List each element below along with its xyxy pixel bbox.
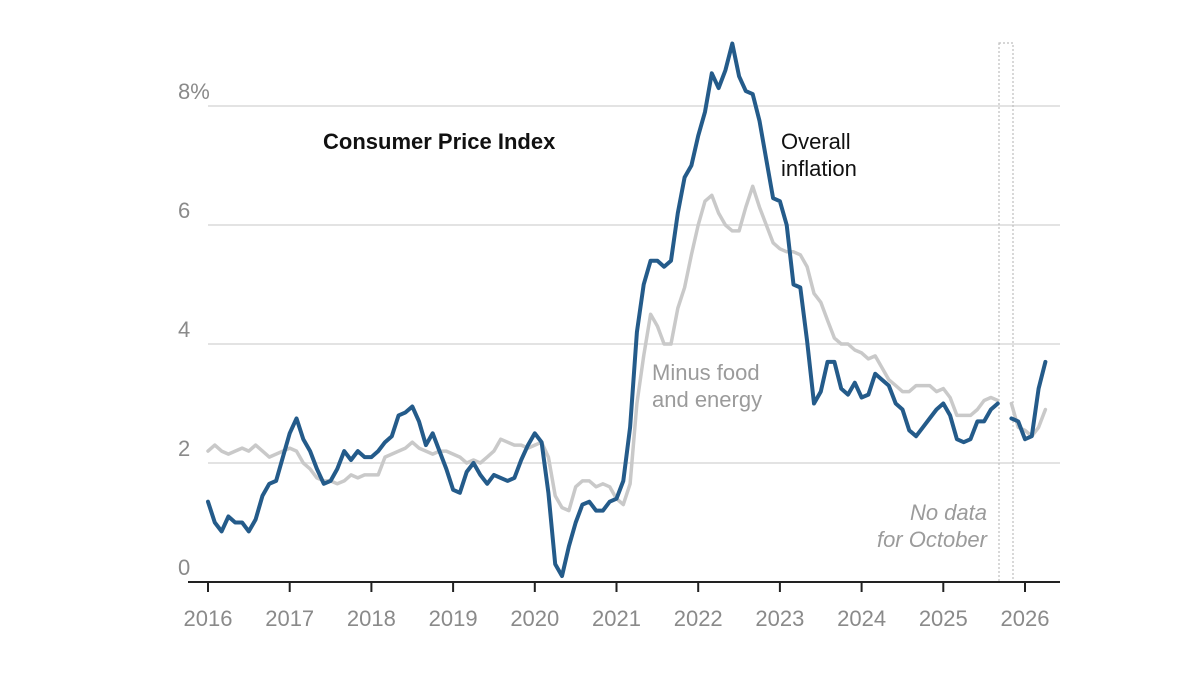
- y-tick-label: 8%: [178, 79, 210, 104]
- core-label-line1: Minus food: [652, 360, 760, 385]
- x-tick-label: 2016: [184, 606, 233, 631]
- x-tick-label: 2023: [755, 606, 804, 631]
- overall-label-line2: inflation: [781, 156, 857, 181]
- y-tick-label: 6: [178, 198, 190, 223]
- no-data-band: [998, 42, 1014, 583]
- y-axis-ticks: 0 2 4 6 8%: [178, 79, 210, 580]
- chart-title: Consumer Price Index: [323, 129, 556, 154]
- x-tick-label: 2024: [837, 606, 886, 631]
- no-data-note-line2: for October: [877, 527, 989, 552]
- x-tick-label: 2022: [674, 606, 723, 631]
- gridlines: [208, 105, 1060, 464]
- core-label-line2: and energy: [652, 387, 762, 412]
- y-tick-label: 4: [178, 317, 190, 342]
- x-axis: 2016 2017 2018 2019 2020 2021 2022 2023 2024 2025…: [184, 581, 1060, 631]
- x-tick-label: 2025: [919, 606, 968, 631]
- x-tick-label: 2021: [592, 606, 641, 631]
- y-tick-label: 0: [178, 555, 190, 580]
- x-tick-label: 2018: [347, 606, 396, 631]
- x-tick-label: 2020: [510, 606, 559, 631]
- x-tick-label: 2017: [265, 606, 314, 631]
- overall-label-line1: Overall: [781, 129, 851, 154]
- x-tick-label: 2019: [429, 606, 478, 631]
- x-tick-label: 2026: [1001, 606, 1050, 631]
- no-data-note-line1: No data: [910, 500, 987, 525]
- series-lines: [206, 41, 1048, 578]
- overall-inflation-line: [206, 41, 1048, 578]
- y-tick-label: 2: [178, 436, 190, 461]
